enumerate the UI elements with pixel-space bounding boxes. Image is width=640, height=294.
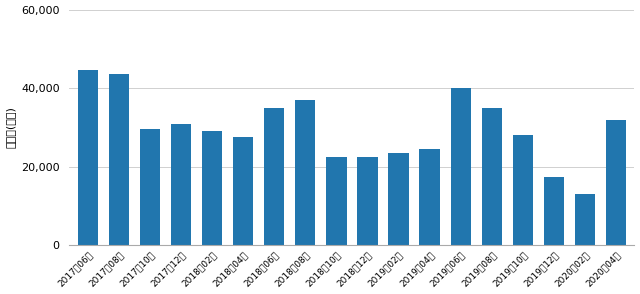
Bar bbox=[171, 123, 191, 245]
Bar bbox=[109, 74, 129, 245]
Bar bbox=[575, 194, 595, 245]
Bar bbox=[481, 108, 502, 245]
Bar bbox=[419, 149, 440, 245]
Bar bbox=[140, 129, 160, 245]
Bar bbox=[326, 157, 346, 245]
Bar bbox=[388, 153, 408, 245]
Bar bbox=[543, 177, 564, 245]
Bar bbox=[233, 137, 253, 245]
Bar bbox=[78, 71, 98, 245]
Bar bbox=[202, 131, 222, 245]
Y-axis label: 거래량(건수): 거래량(건수) bbox=[6, 106, 15, 148]
Bar bbox=[295, 100, 316, 245]
Bar bbox=[451, 88, 470, 245]
Bar bbox=[264, 108, 284, 245]
Bar bbox=[513, 135, 532, 245]
Bar bbox=[605, 120, 626, 245]
Bar bbox=[357, 157, 378, 245]
